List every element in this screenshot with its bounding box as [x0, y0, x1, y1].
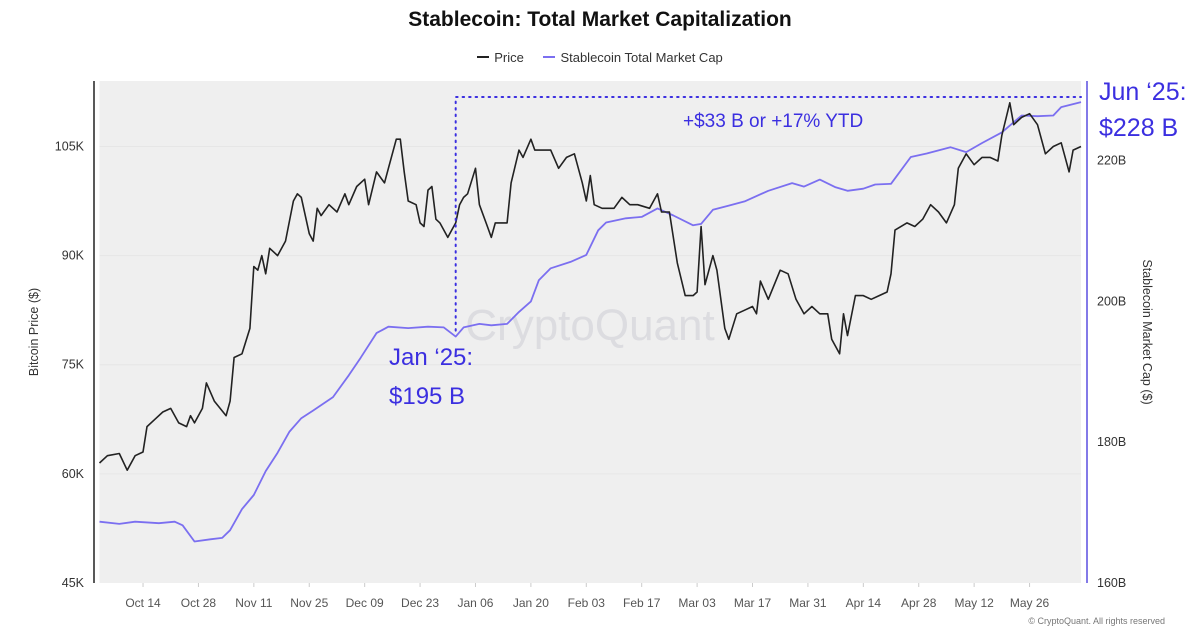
x-tick-label: May 26 — [1010, 596, 1050, 610]
legend-item-stablecoin[interactable]: Stablecoin Total Market Cap — [543, 49, 723, 65]
annotation-end-1: Jun ‘25: — [1099, 78, 1187, 106]
left-tick-label: 105K — [55, 139, 85, 153]
annotation-dotted-line — [454, 96, 1082, 332]
left-tick-label: 45K — [62, 576, 85, 590]
x-tick-label: Oct 14 — [125, 596, 161, 610]
left-tick-label: 90K — [62, 249, 85, 263]
plot-background — [99, 81, 1081, 583]
watermark: CryptoQuant — [465, 301, 714, 350]
price-line — [98, 102, 1082, 471]
x-tick-label: Jan 06 — [457, 596, 493, 610]
legend-item-price[interactable]: Price — [477, 50, 524, 65]
x-tick-label: Mar 17 — [734, 596, 772, 610]
price-swatch-icon — [477, 56, 490, 58]
x-tick-label: Dec 09 — [346, 596, 384, 610]
x-tick-label: Feb 17 — [623, 596, 661, 610]
right-tick-label: 220B — [1097, 154, 1126, 168]
x-tick-label: Nov 25 — [290, 596, 328, 610]
x-tick-label: Dec 23 — [401, 596, 439, 610]
legend-label: Price — [494, 49, 524, 65]
right-axis-label: Stablecoin Market Cap ($) — [1140, 259, 1154, 404]
stablecoin-market-cap-line — [99, 101, 1082, 543]
stablecoin-swatch-icon — [543, 56, 556, 58]
x-tick-label: Mar 31 — [789, 596, 827, 610]
annotation-end-2: $228 B — [1099, 114, 1178, 142]
chart-title: Stablecoin: Total Market Capitalization — [408, 8, 792, 31]
right-tick-label: 180B — [1097, 435, 1126, 449]
left-tick-label: 60K — [62, 467, 85, 481]
x-tick-label: Mar 03 — [678, 596, 716, 610]
annotation-start-2: $195 B — [389, 383, 465, 410]
legend: Price Stablecoin Total Market Cap — [0, 46, 1200, 65]
right-tick-label: 160B — [1097, 576, 1126, 590]
left-tick-label: 75K — [62, 358, 85, 372]
legend-label: Stablecoin Total Market Cap — [560, 49, 723, 65]
annotation-start-1: Jan ‘25: — [389, 344, 473, 371]
left-axis-label: Bitcoin Price ($) — [27, 288, 41, 376]
copyright: © CryptoQuant. All rights reserved — [1028, 616, 1165, 626]
x-tick-label: Apr 28 — [901, 596, 937, 610]
x-tick-label: Feb 03 — [568, 596, 606, 610]
x-tick-label: Jan 20 — [513, 596, 549, 610]
right-tick-label: 200B — [1097, 294, 1126, 308]
x-tick-label: Nov 11 — [235, 596, 272, 610]
x-tick-label: Oct 28 — [181, 596, 217, 610]
x-tick-label: Apr 14 — [846, 596, 882, 610]
annotation-change: +$33 B or +17% YTD — [683, 111, 863, 132]
x-tick-label: May 12 — [954, 596, 994, 610]
